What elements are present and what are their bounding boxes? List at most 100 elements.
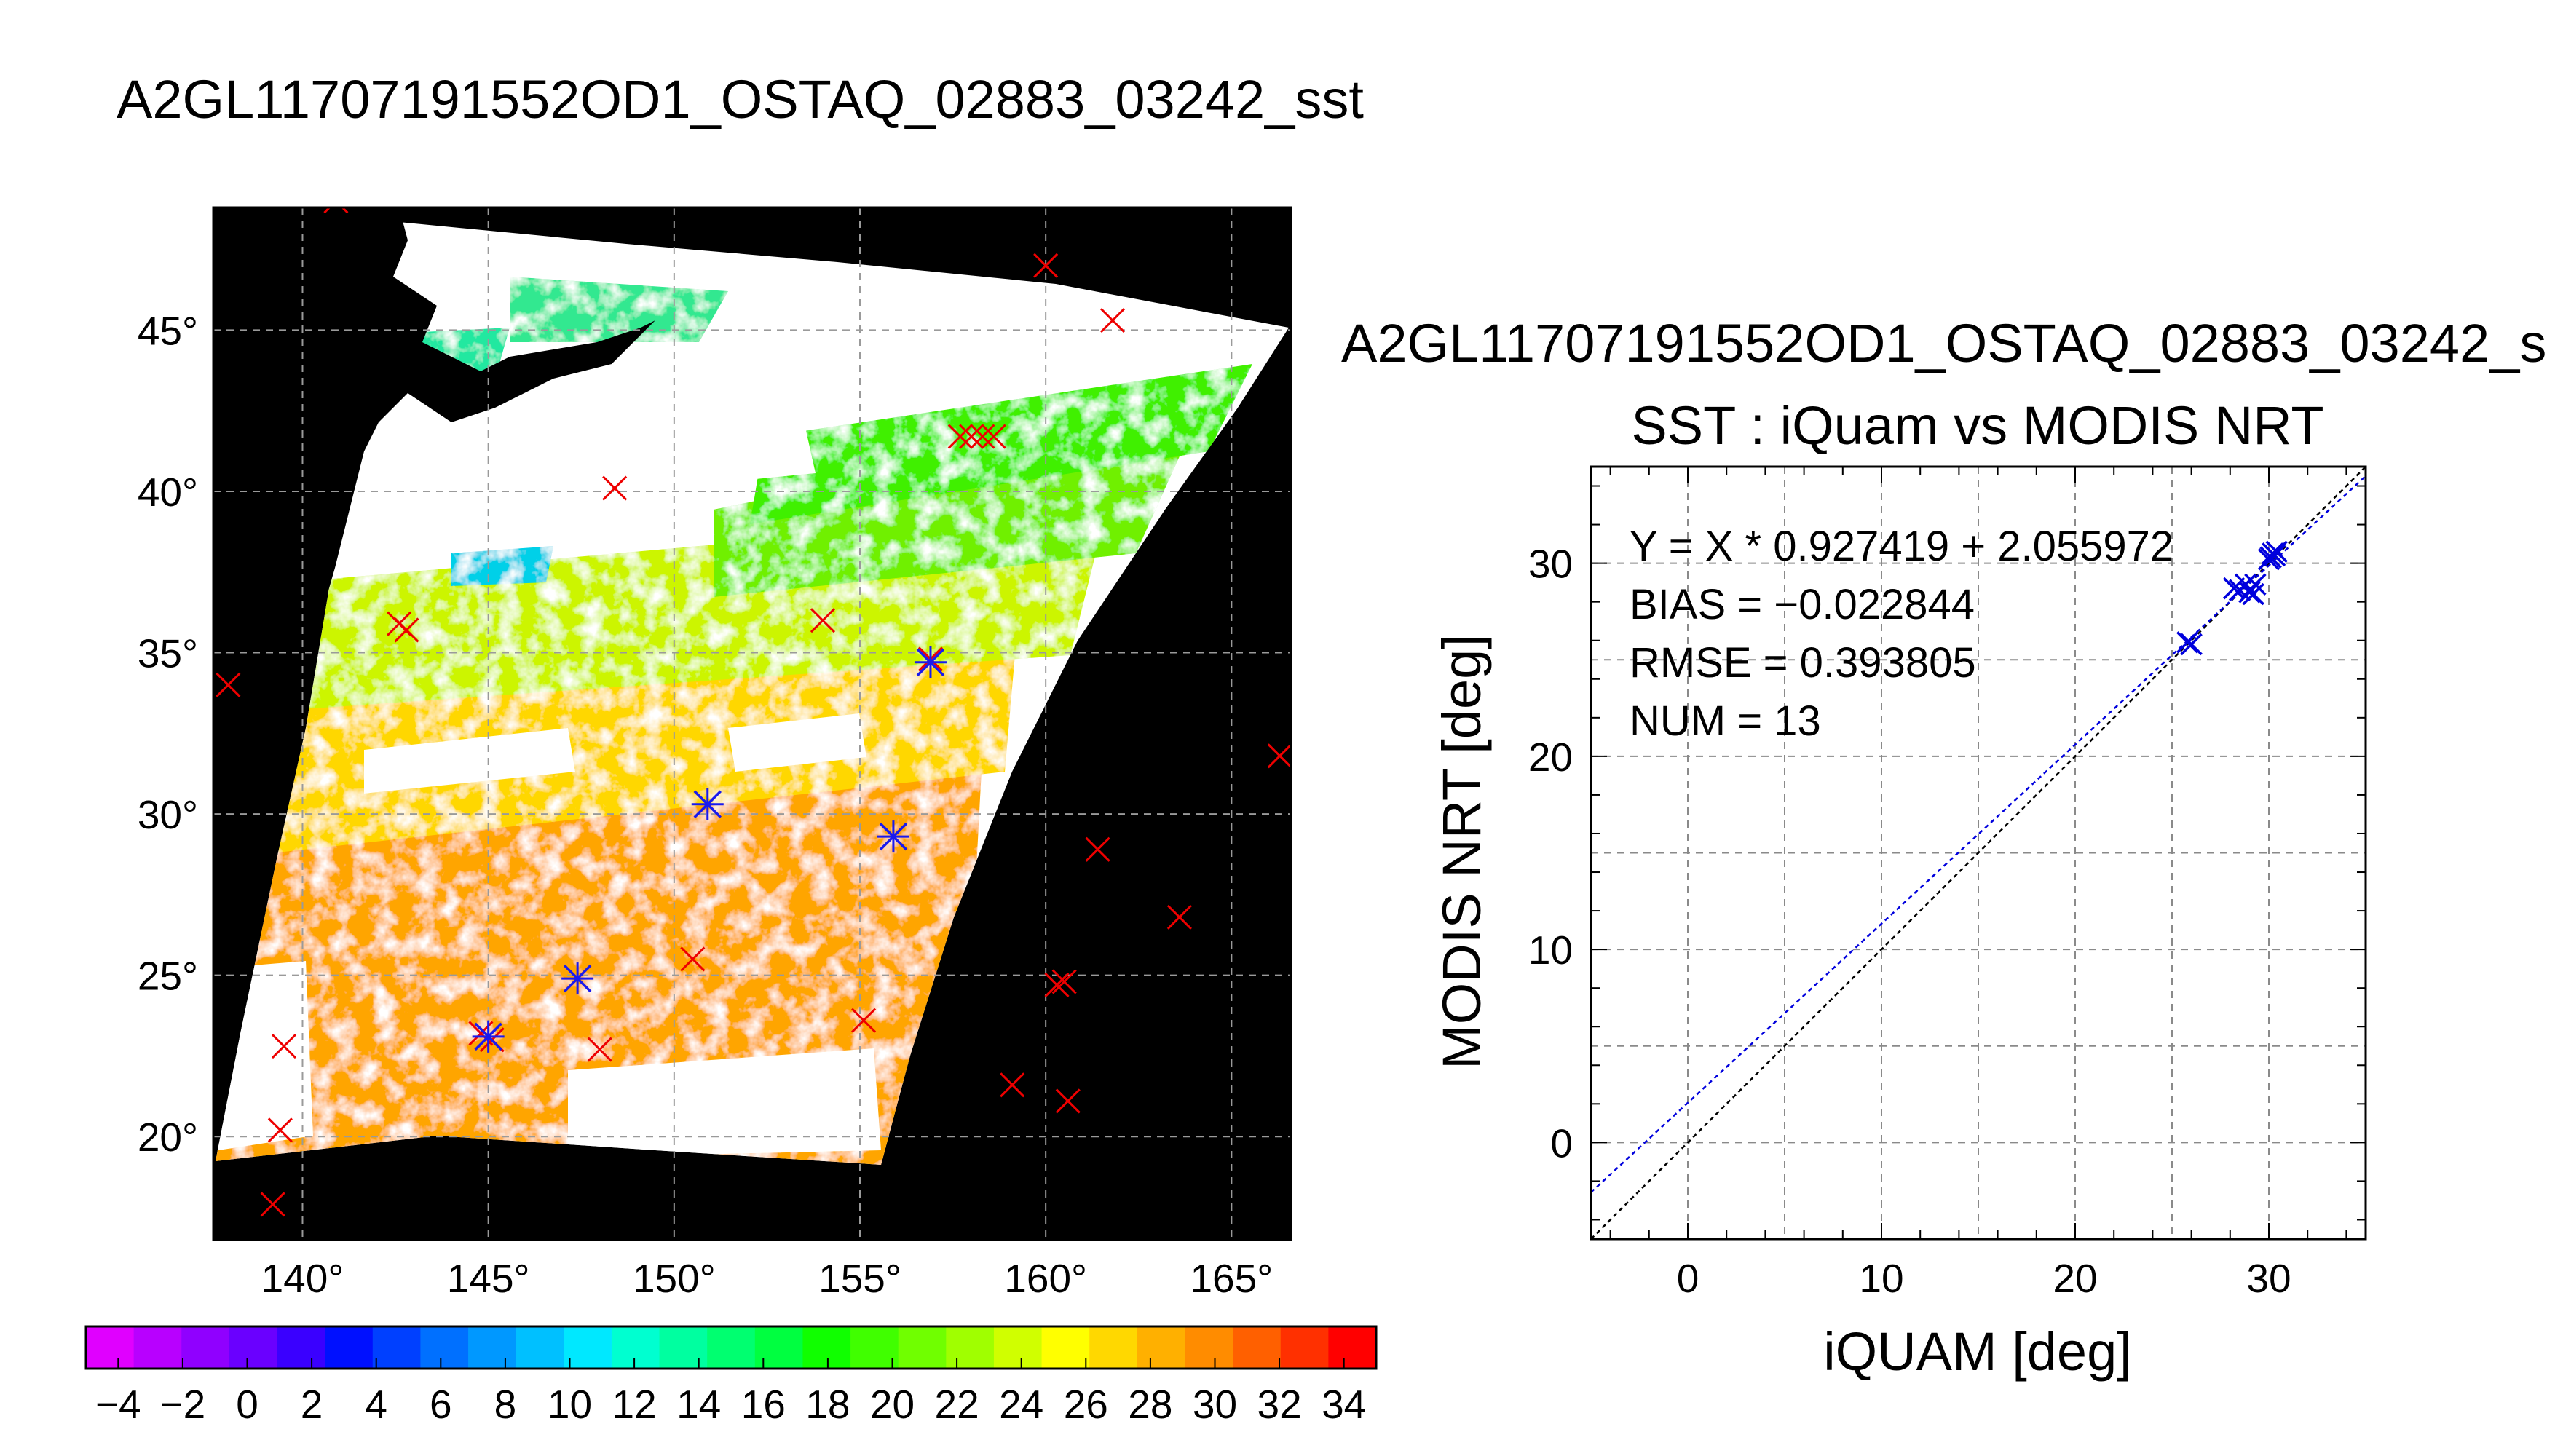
colorbar-tick-label: 32 [1257, 1382, 1302, 1427]
lon-tick-label: 155° [818, 1256, 901, 1301]
cloud-band-2 [364, 728, 575, 794]
sst-field [216, 277, 1252, 1165]
x-tick-label: 30 [2246, 1256, 2291, 1301]
iquam-marker [959, 424, 984, 449]
x-axis-label: iQUAM [deg] [1823, 1321, 2132, 1382]
iquam-marker [602, 475, 628, 501]
bias-value: BIAS = −0.022844 [1630, 581, 1975, 628]
iquam-marker [1055, 1088, 1081, 1114]
y-tick-label: 20 [1528, 735, 1573, 780]
sst-patch-cold [451, 546, 553, 586]
iquam-marker [970, 424, 995, 449]
x-tick-label: 10 [1859, 1256, 1903, 1301]
colorbar-tick-label: 20 [870, 1382, 915, 1427]
scatter-point [2242, 582, 2264, 606]
iquam-marker [981, 424, 1006, 449]
regression-equation: Y = X * 0.927419 + 2.055972 [1630, 523, 2173, 570]
colorbar-tick-label: −4 [95, 1382, 141, 1427]
map-tick-labels: 140° 145° 150° 155° 160° 165° 20° 25° 30° 35° 40° 4… [138, 308, 1273, 1301]
lat-tick-label: 20° [138, 1115, 198, 1160]
scatter-point [2180, 633, 2203, 656]
iquam-marker [260, 1192, 285, 1217]
coastline-mask [213, 207, 655, 641]
lat-tick-label: 30° [138, 792, 198, 837]
colorbar: −4 −2 0 2 4 6 8 10 12 14 16 18 20 22 24 26 28 30 32 34 [84, 1325, 1378, 1427]
matched-marker [691, 788, 724, 820]
scatter-point [2259, 546, 2282, 569]
colorbar-swatch [1089, 1326, 1138, 1369]
scatter-subtitle: SST : iQuam vs MODIS NRT [1631, 395, 2323, 456]
colorbar-tick-label: 16 [741, 1382, 786, 1427]
iquam-marker [810, 608, 836, 633]
iquam-markers [216, 207, 1291, 1217]
colorbar-swatch [898, 1326, 947, 1369]
scatter-title: A2GL11707191552OD1_OSTAQ_02883_03242_s [1341, 313, 2546, 373]
rmse-value: RMSE = 0.393805 [1630, 639, 1976, 687]
sst-patch-mid [728, 277, 954, 320]
colorbar-tick-label: 14 [676, 1382, 721, 1427]
colorbar-tick-label: 8 [494, 1382, 517, 1427]
map-grid [213, 207, 1291, 1240]
colorbar-tick-label: 34 [1322, 1382, 1366, 1427]
lon-tick-label: 150° [633, 1256, 716, 1301]
colorbar-tick-label: 10 [548, 1382, 592, 1427]
colorbar-swatch [1137, 1326, 1186, 1369]
matched-marker [914, 646, 947, 678]
colorbar-tick-label: 12 [612, 1382, 657, 1427]
lon-tick-label: 160° [1004, 1256, 1087, 1301]
iquam-marker [394, 617, 419, 643]
colorbar-tick-label: −2 [160, 1382, 206, 1427]
colorbar-tick-label: 6 [430, 1382, 452, 1427]
colorbar-swatch [611, 1326, 660, 1369]
lon-tick-label: 165° [1190, 1256, 1273, 1301]
iquam-marker [216, 672, 241, 697]
iquam-marker [1099, 308, 1126, 333]
colorbar-swatch [993, 1326, 1043, 1369]
identity-line [1591, 467, 2366, 1239]
colorbar-swatch [659, 1326, 708, 1369]
colorbar-swatch [564, 1326, 612, 1369]
colorbar-tick-label: 24 [999, 1382, 1043, 1427]
colorbar-swatch [468, 1326, 517, 1369]
colorbar-swatch [325, 1326, 374, 1369]
cloud-band-1 [277, 408, 816, 524]
matched-marker [472, 1020, 505, 1053]
map-frame [212, 206, 1292, 1241]
colorbar-tick-label: 2 [301, 1382, 323, 1427]
iquam-marker [1051, 969, 1077, 994]
colorbar-swatch [133, 1326, 183, 1369]
colorbar-tick-label: 18 [805, 1382, 850, 1427]
x-tick-label: 0 [1677, 1256, 1699, 1301]
colorbar-swatch [86, 1326, 135, 1369]
scatter-point [2244, 573, 2267, 596]
y-tick-label: 30 [1528, 542, 1573, 587]
iquam-marker [1166, 904, 1192, 930]
scatter-frame [1590, 465, 2367, 1241]
colorbar-tick-label: 26 [1064, 1382, 1108, 1427]
colorbar-frame [84, 1325, 1378, 1370]
scatter-point [2176, 631, 2199, 654]
cloud-band-3 [728, 713, 866, 772]
colorbar-swatch [802, 1326, 852, 1369]
colorbar-swatch [707, 1326, 756, 1369]
count-value: NUM = 13 [1630, 697, 1821, 745]
scatter-point [2234, 573, 2257, 596]
scatter-point [2222, 577, 2246, 600]
colorbar-swatch [181, 1326, 230, 1369]
figure-title: A2GL11707191552OD1_OSTAQ_02883_03242_sst [117, 69, 1364, 130]
iquam-marker [1085, 836, 1110, 862]
iquam-marker [323, 207, 349, 214]
x-tick-label: 20 [2053, 1256, 2097, 1301]
y-tick-label: 0 [1550, 1120, 1573, 1166]
colorbar-swatch [754, 1326, 804, 1369]
colorbar-swatch [946, 1326, 995, 1369]
colorbar-swatch [1280, 1326, 1330, 1369]
iquam-marker [271, 1034, 297, 1059]
colorbar-swatch [1233, 1326, 1282, 1369]
iquam-marker [1000, 1072, 1025, 1098]
colorbar-swatch [1328, 1326, 1377, 1369]
scatter-annotations: Y = X * 0.927419 + 2.055972 BIAS = −0.02… [1630, 523, 2173, 745]
colorbar-swatch [516, 1326, 565, 1369]
cloud-band-5 [568, 1048, 881, 1158]
